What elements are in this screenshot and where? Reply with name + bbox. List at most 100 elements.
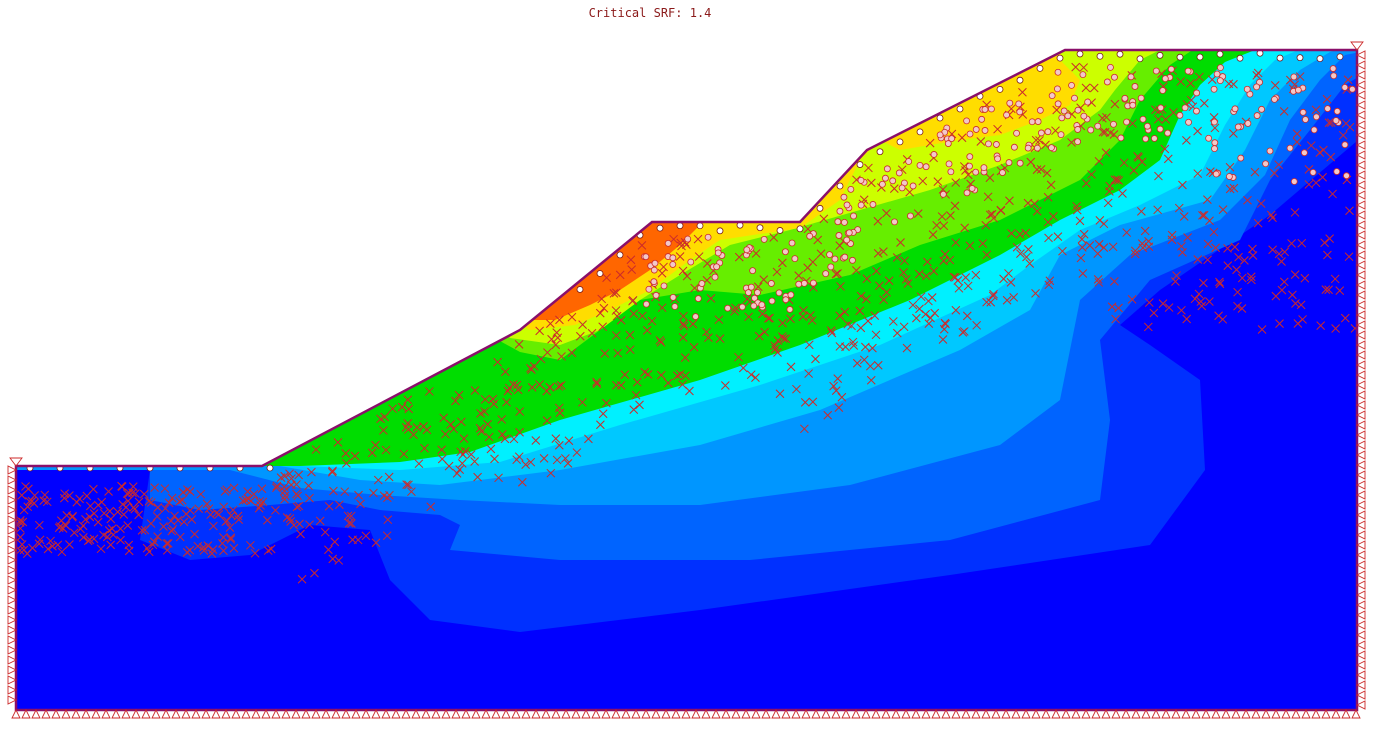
yield-circle-marker: [1139, 115, 1147, 123]
yield-cross-marker: [1230, 242, 1240, 252]
yield-cross-marker: [152, 512, 162, 521]
restraint-marker: [1355, 390, 1366, 400]
yield-cross-marker: [439, 413, 449, 423]
yield-cross-marker: [535, 326, 544, 336]
yield-cross-marker: [1195, 72, 1204, 82]
yield-circle-marker: [1084, 98, 1092, 106]
yield-circle-marker: [1107, 64, 1114, 71]
yield-cross-marker: [1319, 145, 1328, 155]
yield-cross-marker: [554, 403, 564, 413]
yield-cross-marker: [480, 395, 490, 404]
yield-cross-marker: [1199, 278, 1208, 288]
yield-circle-marker: [782, 248, 789, 256]
yield-cross-marker: [456, 417, 466, 427]
yield-cross-marker: [295, 519, 304, 529]
yield-cross-marker: [1253, 218, 1263, 228]
yield-cross-marker: [837, 392, 847, 402]
restraint-marker: [141, 708, 151, 719]
restraint-marker: [1355, 160, 1366, 170]
yield-cross-marker: [167, 493, 177, 503]
yield-cross-marker: [804, 369, 813, 378]
restraint-marker: [271, 708, 281, 719]
restraint-marker: [1355, 180, 1366, 190]
yield-circle-marker: [669, 261, 677, 268]
yield-cross-marker: [1018, 87, 1027, 97]
yield-cross-marker: [1243, 195, 1252, 205]
yield-cross-marker: [808, 397, 818, 407]
yield-circle-marker: [966, 153, 974, 161]
yield-cross-marker: [397, 402, 407, 412]
yield-cross-marker: [679, 311, 688, 321]
tension-circle-marker: [1096, 52, 1104, 60]
yield-cross-marker: [1046, 180, 1056, 190]
yield-circle-marker: [1313, 113, 1320, 121]
restraint-marker: [161, 708, 171, 719]
yield-cross-marker: [918, 176, 928, 186]
yield-cross-marker: [689, 342, 699, 352]
tension-circle-marker: [756, 224, 764, 232]
yield-cross-marker: [1225, 162, 1235, 172]
restraint-marker: [951, 708, 961, 719]
restraint-marker: [1151, 708, 1161, 719]
restraint-marker: [181, 708, 191, 719]
restraint-marker: [311, 708, 321, 719]
yield-circle-marker: [1103, 78, 1111, 86]
yield-cross-marker: [93, 517, 103, 527]
tension-circle-marker: [916, 128, 924, 136]
yield-cross-marker: [369, 488, 378, 498]
yield-cross-marker: [572, 448, 582, 457]
yield-cross-marker: [786, 314, 795, 324]
restraint-marker: [1355, 310, 1366, 320]
yield-cross-marker: [656, 370, 666, 380]
yield-cross-marker: [494, 473, 503, 483]
yield-cross-marker: [744, 312, 754, 322]
yield-cross-marker: [489, 399, 499, 409]
yield-circle-marker: [1044, 128, 1052, 136]
yield-cross-marker: [772, 267, 782, 277]
yield-cross-marker: [334, 556, 344, 565]
yield-circle-marker: [651, 259, 659, 267]
yield-cross-marker: [257, 484, 267, 494]
yield-cross-marker: [1297, 238, 1307, 248]
yield-circle-marker: [692, 313, 699, 320]
yield-cross-marker: [993, 124, 1002, 134]
yield-cross-marker: [1311, 105, 1321, 115]
yield-circle-marker: [1211, 139, 1219, 147]
yield-cross-marker: [161, 504, 170, 513]
yield-cross-marker: [1234, 252, 1243, 262]
yield-cross-marker: [535, 380, 545, 389]
yield-cross-marker: [513, 385, 523, 395]
yield-cross-marker: [985, 173, 995, 183]
yield-cross-marker: [498, 430, 507, 439]
yield-cross-marker: [1007, 229, 1016, 238]
yield-circle-marker: [836, 207, 844, 215]
yield-cross-marker: [1089, 83, 1099, 93]
yield-cross-marker: [602, 398, 611, 408]
yield-circle-marker: [713, 263, 720, 271]
restraint-marker: [1355, 550, 1366, 560]
yield-cross-marker: [925, 138, 935, 148]
yield-cross-marker: [159, 522, 168, 531]
yield-circle-marker: [822, 270, 830, 278]
yield-cross-marker: [1044, 280, 1054, 290]
yield-cross-marker: [170, 511, 179, 521]
restraint-marker: [1355, 250, 1366, 260]
yield-cross-marker: [1077, 242, 1087, 252]
yield-cross-marker: [643, 370, 653, 379]
restraint-marker: [1131, 708, 1141, 719]
yield-cross-marker: [1095, 215, 1105, 225]
tension-circle-marker: [956, 105, 964, 113]
tension-circle-marker: [1236, 54, 1244, 62]
yield-cross-marker: [437, 454, 447, 464]
yield-cross-marker: [65, 540, 74, 549]
yield-circle-marker: [1310, 126, 1318, 134]
yield-cross-marker: [688, 319, 698, 329]
yield-circle-marker: [1123, 118, 1130, 126]
restraint-marker: [7, 515, 18, 525]
yield-cross-marker: [459, 434, 469, 443]
yield-cross-marker: [1143, 322, 1153, 332]
yield-cross-marker: [921, 309, 930, 319]
yield-cross-marker: [808, 257, 818, 267]
yield-cross-marker: [89, 484, 98, 494]
